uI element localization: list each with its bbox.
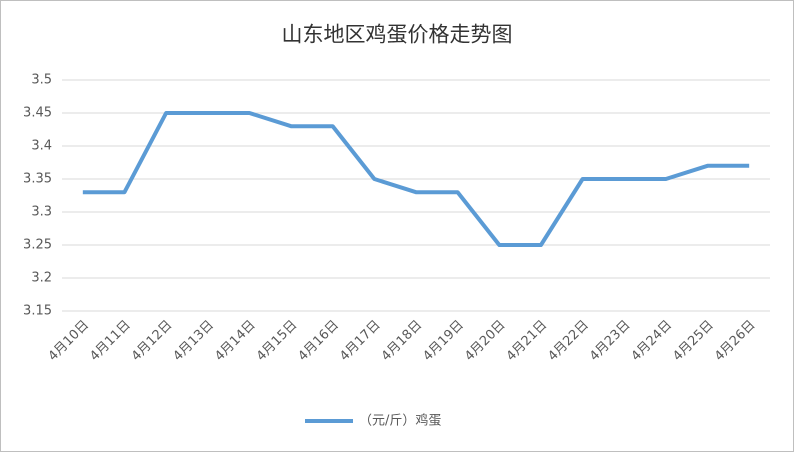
y-tick-label: 3.15: [23, 304, 52, 319]
legend-label: （元/斤）鸡蛋: [359, 413, 441, 429]
y-tick-label: 3.4: [31, 139, 52, 154]
chart-title: 山东地区鸡蛋价格走势图: [282, 23, 513, 47]
y-tick-label: 3.45: [23, 106, 52, 121]
y-tick-label: 3.25: [23, 238, 52, 253]
y-tick-label: 3.35: [23, 172, 52, 187]
data-line: [82, 111, 750, 247]
y-tick-label: 3.3: [31, 205, 52, 220]
y-tick-label: 3.5: [31, 73, 52, 88]
y-tick-label: 3.2: [31, 271, 52, 286]
